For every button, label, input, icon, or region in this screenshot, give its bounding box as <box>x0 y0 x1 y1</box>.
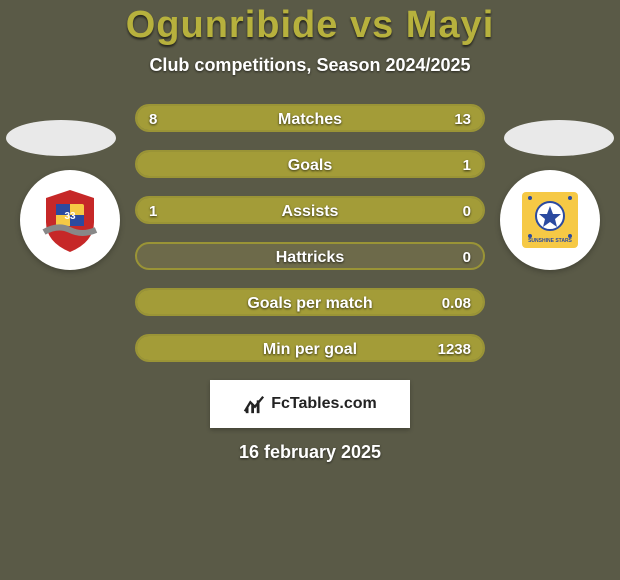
stat-value-right: 0.08 <box>442 290 471 316</box>
stat-label: Goals per match <box>137 290 483 316</box>
stat-value-right: 1238 <box>438 336 471 362</box>
stat-row: Assists1 0 <box>135 196 485 224</box>
date-line: 16 february 2025 <box>239 442 381 463</box>
stat-row: Goals per match0.08 <box>135 288 485 316</box>
brand-text: FcTables.com <box>271 395 377 413</box>
stat-value-right: 13 <box>454 106 471 132</box>
stats-area: Matches813Goals1Assists10Hattricks0Goals… <box>0 104 620 362</box>
stat-row: Matches8 13 <box>135 104 485 132</box>
stat-value-left: 1 <box>149 198 157 224</box>
stat-label: Matches <box>137 106 483 132</box>
stat-row: Hattricks0 <box>135 242 485 270</box>
stat-label: Assists <box>137 198 483 224</box>
stat-value-right: 1 <box>463 152 471 178</box>
stat-value-left: 8 <box>149 106 157 132</box>
brand-chart-icon <box>243 393 265 415</box>
brand-box: FcTables.com <box>210 380 410 428</box>
stat-value-right: 0 <box>463 244 471 270</box>
stat-row: Min per goal1238 <box>135 334 485 362</box>
stat-value-right: 0 <box>463 198 471 224</box>
content-wrapper: Ogunribide vs Mayi Club competitions, Se… <box>0 0 620 580</box>
page-title: Ogunribide vs Mayi <box>126 4 495 47</box>
stat-row: Goals1 <box>135 150 485 178</box>
stat-label: Goals <box>137 152 483 178</box>
subtitle: Club competitions, Season 2024/2025 <box>149 55 470 76</box>
stat-label: Hattricks <box>137 244 483 270</box>
stat-label: Min per goal <box>137 336 483 362</box>
